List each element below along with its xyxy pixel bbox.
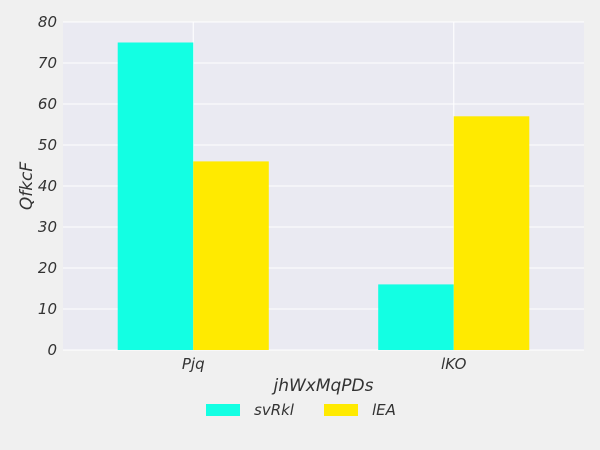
- y-tick-label: 30: [38, 218, 57, 236]
- legend-label-lEA: lEA: [372, 401, 396, 419]
- bar-lEA-Pjq: [193, 161, 269, 350]
- y-tick-labels: 0 10 20 30 40 50 60 70 80: [38, 13, 57, 359]
- y-tick-label: 40: [38, 177, 57, 195]
- y-tick-label: 60: [38, 95, 57, 113]
- x-tick-label: Pjq: [182, 355, 205, 373]
- y-tick-label: 70: [38, 54, 57, 72]
- y-axis-label: QfkcF: [17, 162, 37, 211]
- y-tick-label: 10: [38, 300, 57, 318]
- y-tick-label: 0: [47, 341, 57, 359]
- bar-svRkl-lKO: [378, 284, 454, 350]
- bar-lEA-lKO: [454, 116, 530, 350]
- y-tick-label: 50: [38, 136, 57, 154]
- y-tick-label: 80: [38, 13, 57, 31]
- legend-swatch-lEA: [324, 404, 358, 416]
- x-axis-label: jhWxMqPDs: [271, 376, 373, 396]
- bar-svRkl-Pjq: [118, 43, 194, 351]
- legend-label-svRkl: svRkl: [254, 401, 295, 419]
- legend-swatch-svRkl: [206, 404, 240, 416]
- y-tick-label: 20: [38, 259, 57, 277]
- x-tick-label: lKO: [441, 355, 467, 373]
